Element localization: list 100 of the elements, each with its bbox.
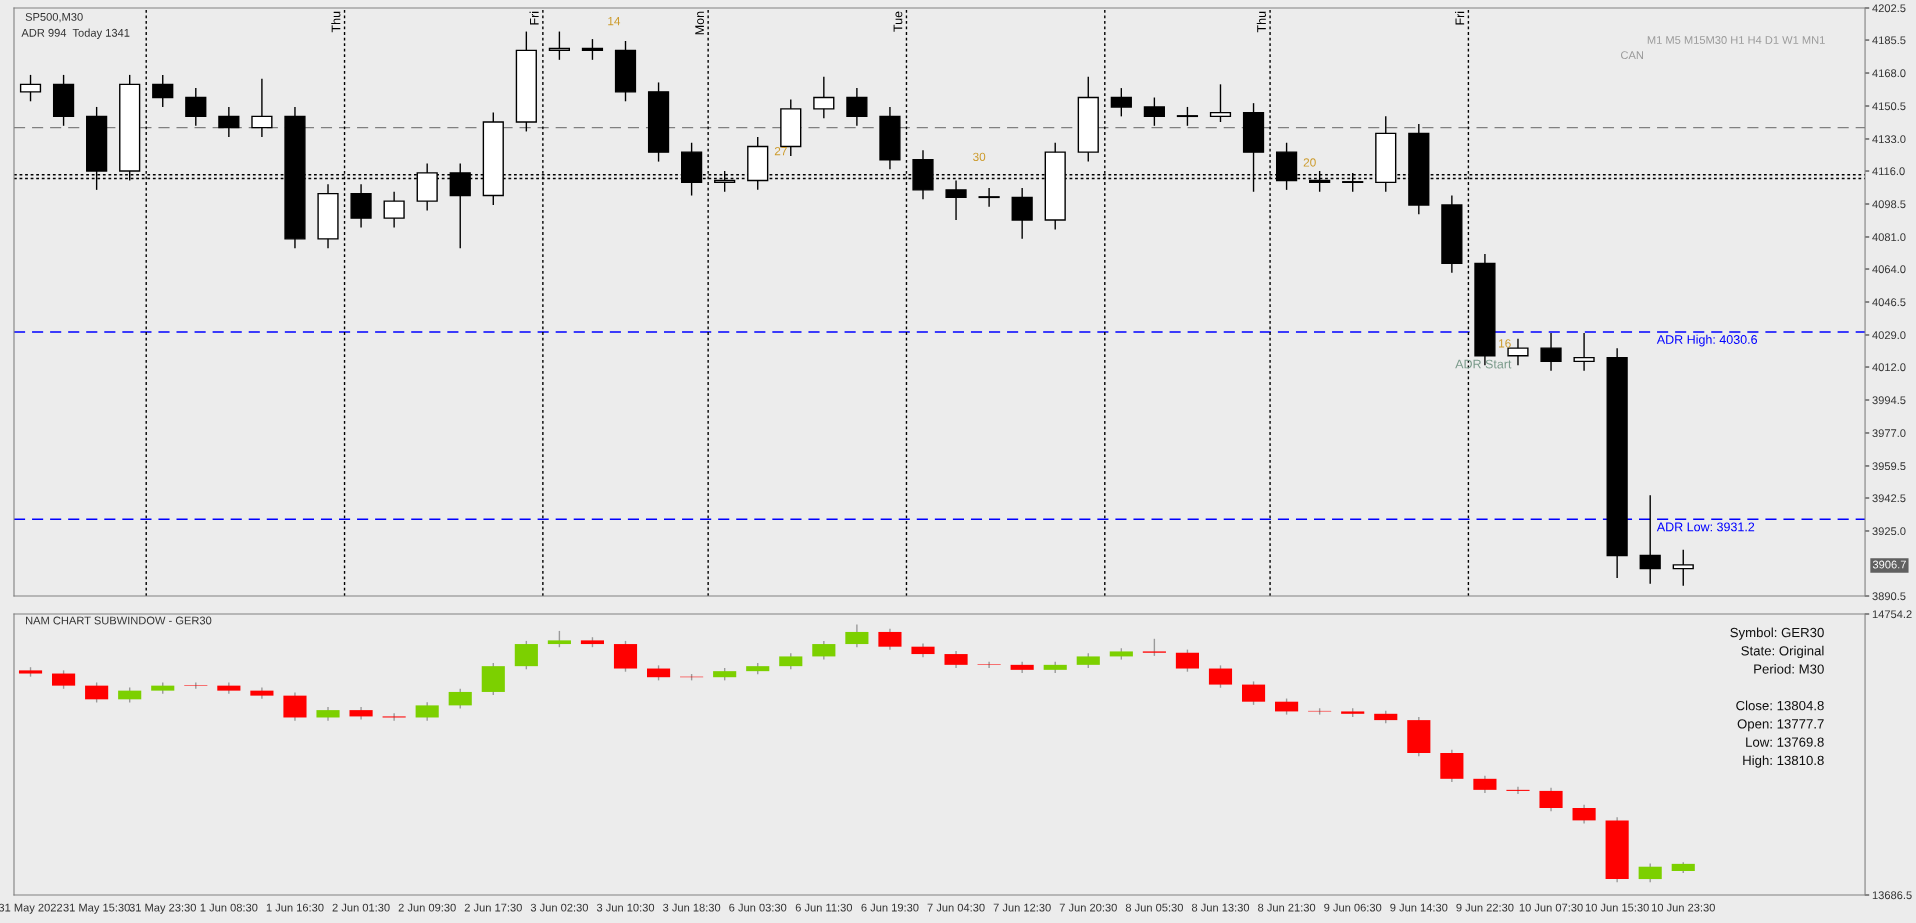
y-tick-label: 4185.5 [1872,36,1906,45]
y-tick-label: 4168.0 [1872,69,1906,78]
candlestick [1176,106,1199,127]
annotation: High: 13810.8 [1743,755,1824,768]
annotation: Fri [529,11,539,25]
candlestick [1539,787,1563,812]
candlestick [548,30,571,61]
candlestick [1540,332,1562,372]
x-tick-label: 31 May 15:30 [63,903,130,914]
annotation: CAN [1621,51,1643,60]
candlestick [185,87,207,127]
text: 3906.7 [1872,560,1906,569]
y-tick-label: 13686.5 [1872,891,1912,900]
x-tick-label: 8 Jun 13:30 [1191,903,1250,912]
annotation: Symbol: GER30 [1730,627,1824,640]
candlestick [218,106,240,138]
y-tick-label: 4046.5 [1872,298,1906,307]
x-tick-label: 6 Jun 03:30 [729,903,787,912]
text: ADR 994 Today 1341 [21,28,130,39]
y-tick-label: 4081.0 [1872,233,1906,242]
annotation: Open: 13777.7 [1737,719,1824,732]
x-tick-label: 3 Jun 10:30 [596,903,655,912]
candlestick [514,640,538,671]
candlestick [1506,786,1530,795]
candlestick [1011,187,1033,240]
annotation: Mon [695,11,705,35]
candlestick [977,660,1001,669]
annotation: 27 [774,146,787,156]
y-tick-label: 4012.0 [1872,363,1906,372]
y-tick-label: 4098.5 [1872,200,1906,209]
x-tick-label: 9 Jun 06:30 [1324,903,1382,912]
ref-line-label: ADR High: 4030.6 [1656,334,1758,347]
chart-title: SP500,M30 [25,13,83,23]
x-tick-label: 8 Jun 05:30 [1125,903,1183,912]
x-tick-label: 7 Jun 04:30 [927,903,985,912]
candlestick [581,38,604,61]
candlestick [383,191,405,229]
candlestick [448,688,472,710]
candlestick [1573,332,1595,372]
candlestick [1143,96,1165,127]
chart-title: NAM CHART SUBWINDOW - GER30 [26,616,212,625]
candlestick [19,74,42,102]
candlestick [1208,664,1233,689]
x-tick-label: 1 Jun 08:30 [200,903,258,912]
annotation: Tue [893,11,903,32]
candlestick [415,701,439,722]
x-tick-label: 10 Jun 15:30 [1585,903,1649,912]
annotation: Fri [1455,11,1465,25]
y-tick-label: 4116.0 [1872,167,1905,176]
x-tick-label: 2 Jun 17:30 [464,903,522,912]
x-tick-label: 7 Jun 20:30 [1059,903,1117,912]
x-tick-label: 6 Jun 11:30 [795,903,853,912]
x-tick-label: 9 Jun 14:30 [1390,903,1448,912]
y-tick-label: 3994.5 [1872,396,1906,405]
annotation: Low: 13769.8 [1746,737,1824,747]
candlestick [85,681,109,704]
x-tick-label: 2 Jun 01:30 [332,903,390,912]
annotation: ADR Start [1455,359,1512,369]
annotation: State: Original [1741,645,1824,659]
annotation: Thu [1256,11,1266,33]
candlestick [1638,862,1662,883]
x-tick-label: 3 Jun 02:30 [530,903,588,912]
annotation: Thu [331,11,341,33]
x-tick-label: 9 Jun 22:30 [1456,903,1514,912]
candlestick [382,712,406,722]
x-tick-label: 10 Jun 23:30 [1651,903,1715,912]
x-tick-label: 3 Jun 18:30 [663,903,721,912]
annotation: Close: 13804.8 [1736,700,1824,711]
x-tick-label: 31 May 23:30 [129,903,196,914]
x-tick-label: 7 Jun 12:30 [993,903,1051,912]
candlestick [978,187,1000,208]
candlestick [845,623,869,648]
y-tick-label: 3942.5 [1872,494,1906,503]
candlestick [52,669,76,690]
x-tick-label: 10 Jun 07:30 [1519,903,1583,912]
candlestick [1241,680,1266,706]
candlestick [812,640,836,661]
candlestick [152,74,174,108]
y-tick-label: 3977.0 [1872,429,1906,438]
y-tick-label: 4029.0 [1872,331,1906,340]
annotation: 14 [608,17,621,26]
candlestick [1572,804,1596,825]
ref-line-label: ADR Low: 3931.2 [1656,522,1755,532]
y-tick-label: 4202.5 [1872,4,1906,13]
y-tick-label: 14754.2 [1872,610,1912,619]
candlestick [1672,549,1694,587]
x-tick-label: 6 Jun 19:30 [861,903,919,912]
candlestick [878,628,902,651]
y-tick-label: 3959.5 [1872,462,1906,471]
candlestick [813,76,835,119]
annotation: 20 [1303,158,1316,167]
candlestick [1209,83,1232,123]
x-tick-label: 1 Jun 16:30 [266,903,324,912]
candlestick [846,87,868,127]
annotation: Period: M30 [1754,664,1824,674]
annotation: 16 [1499,339,1511,348]
x-tick-label: 8 Jun 21:30 [1258,903,1316,912]
y-tick-label: 4133.0 [1872,135,1906,144]
annotation: 30 [973,152,986,161]
candlestick [1110,87,1132,118]
